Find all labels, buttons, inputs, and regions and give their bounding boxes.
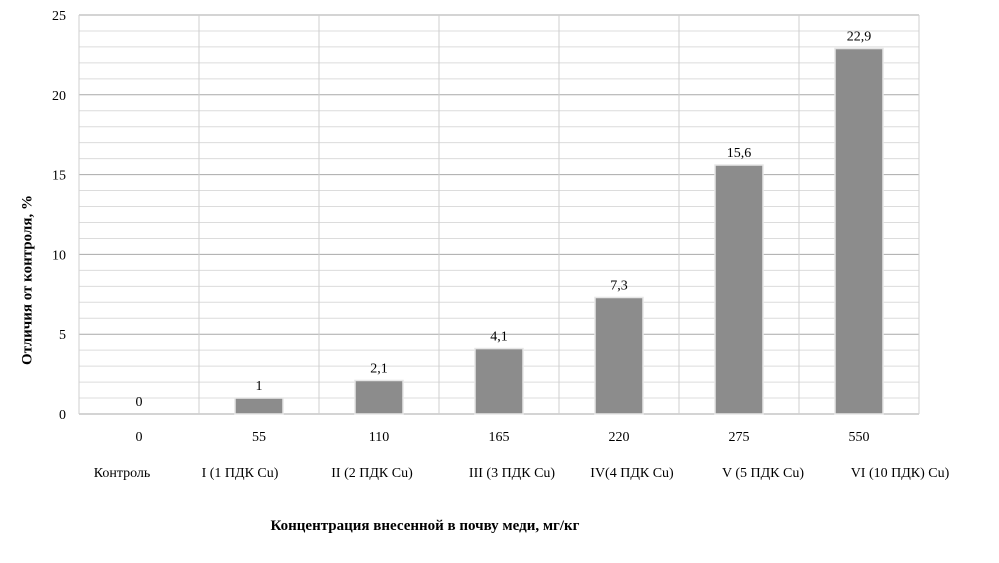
x-axis-ticks: 0 55 110 165 220 275 550 (136, 430, 870, 445)
bar (354, 379, 404, 415)
x-tick-label: 220 (609, 430, 630, 445)
bar (474, 347, 524, 415)
y-tick-label: 15 (52, 169, 66, 184)
x-tick-label: 550 (849, 430, 870, 445)
x-tick-label: 165 (489, 430, 510, 445)
bar (834, 47, 884, 415)
group-label: V (5 ПДК Cu) (721, 466, 805, 481)
y-tick-label: 25 (52, 9, 66, 24)
y-axis-label: Отличия от контроля, % (19, 195, 36, 365)
data-label: 2,1 (370, 361, 388, 376)
group-label: IV(4 ПДК Cu) (590, 466, 674, 481)
group-label: II (2 ПДК Cu) (331, 466, 413, 481)
gridlines (78, 14, 920, 415)
x-tick-label: 0 (136, 430, 143, 445)
bar (714, 164, 764, 415)
x-tick-label: 275 (729, 430, 750, 445)
y-axis-ticks: 0 5 10 15 20 25 (52, 9, 66, 423)
bar (234, 397, 284, 415)
group-label: Контроль (93, 466, 151, 481)
group-label: VI (10 ПДК) Cu) (850, 466, 950, 481)
y-tick-label: 10 (52, 248, 66, 263)
x-tick-label: 110 (369, 430, 389, 445)
data-label: 22,9 (847, 30, 872, 45)
data-label: 7,3 (610, 278, 628, 293)
group-label: I (1 ПДК Cu) (201, 466, 279, 481)
bar (594, 296, 644, 415)
x-tick-label: 55 (252, 430, 266, 445)
x-axis-label: Концентрация внесенной в почву меди, мг/… (270, 518, 580, 534)
y-tick-label: 20 (52, 89, 66, 104)
data-label: 0 (136, 395, 143, 410)
data-label: 1 (256, 379, 263, 394)
data-label: 4,1 (490, 330, 508, 345)
data-labels: 0 1 2,1 4,1 7,3 15,6 22,9 (136, 30, 872, 410)
group-label: III (3 ПДК Cu) (468, 466, 556, 481)
data-label: 15,6 (727, 146, 752, 161)
y-tick-label: 0 (59, 408, 66, 423)
y-tick-label: 5 (59, 328, 66, 343)
bars (234, 47, 884, 415)
